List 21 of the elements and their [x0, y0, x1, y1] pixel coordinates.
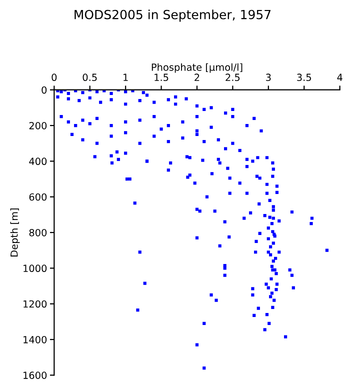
x-tick-label: 0.5 [82, 74, 97, 82]
y-tick-label: 0 [42, 86, 47, 94]
x-tick-label: 2.5 [226, 74, 240, 82]
x-tick-label: 2 [194, 74, 200, 81]
y-tick-label: 600 [29, 193, 47, 201]
x-tick-label: 3.5 [297, 74, 311, 82]
x-tick-label: 1 [124, 74, 128, 81]
y-tick-label: 1200 [24, 300, 47, 308]
x-axis-title: Phosphate [µmol/l] [152, 63, 242, 73]
x-tick-label: 1.5 [154, 74, 168, 82]
y-tick-label: 200 [29, 122, 47, 130]
y-tick-label: 400 [29, 158, 47, 166]
y-tick-label: 1400 [24, 336, 47, 344]
chart-title: MODS2005 in September, 1957 [74, 10, 271, 22]
x-tick-label: 4 [337, 74, 342, 81]
x-tick-label: 3 [266, 74, 271, 82]
y-tick-label: 1600 [24, 372, 47, 379]
x-tick-label: 0 [52, 74, 57, 82]
y-tick-label: 1000 [24, 264, 47, 272]
y-tick-label: 800 [29, 228, 47, 236]
y-axis-title: Depth [m] [10, 208, 20, 256]
